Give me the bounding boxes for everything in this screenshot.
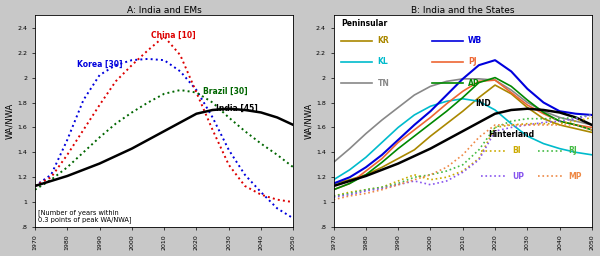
Text: RJ: RJ bbox=[569, 146, 577, 155]
Text: IND: IND bbox=[476, 99, 491, 108]
Text: India [45]: India [45] bbox=[216, 104, 257, 113]
Y-axis label: WA/NWA: WA/NWA bbox=[5, 103, 14, 139]
Text: KL: KL bbox=[377, 57, 388, 66]
Text: TN: TN bbox=[377, 79, 389, 88]
Y-axis label: WA/NWA: WA/NWA bbox=[304, 103, 313, 139]
Text: Peninsular: Peninsular bbox=[341, 18, 388, 27]
Text: AP: AP bbox=[468, 79, 479, 88]
Text: PJ: PJ bbox=[468, 57, 476, 66]
Text: China [10]: China [10] bbox=[151, 31, 196, 40]
Title: B: India and the States: B: India and the States bbox=[411, 6, 515, 15]
Text: Korea [30]: Korea [30] bbox=[77, 59, 122, 68]
Text: WB: WB bbox=[468, 36, 482, 45]
Text: Brazil [30]: Brazil [30] bbox=[203, 87, 248, 96]
Text: MP: MP bbox=[569, 172, 582, 181]
Title: A: India and EMs: A: India and EMs bbox=[127, 6, 202, 15]
Text: Hinterland: Hinterland bbox=[488, 130, 535, 139]
Text: BI: BI bbox=[512, 146, 520, 155]
Text: KR: KR bbox=[377, 36, 389, 45]
Text: [Number of years within
0.3 points of peak WA/NWA]: [Number of years within 0.3 points of pe… bbox=[38, 209, 132, 223]
Text: UP: UP bbox=[512, 172, 524, 181]
